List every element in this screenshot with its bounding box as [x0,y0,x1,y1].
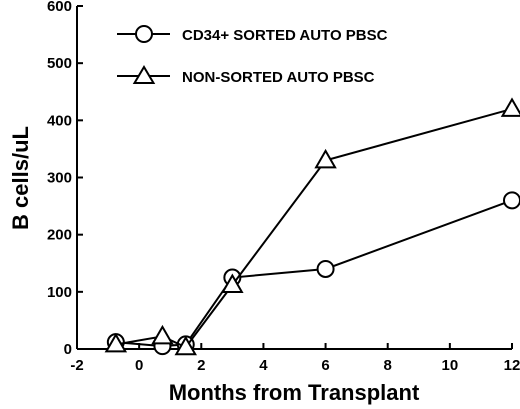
x-tick-label: 8 [384,357,392,374]
y-tick-label: 400 [47,112,72,129]
data-point-triangle [221,273,244,293]
x-tick-label: 12 [504,357,520,374]
y-tick-label: 0 [64,341,72,358]
series-non-sorted [104,97,520,356]
data-point-triangle [314,148,337,169]
legend-marker-circle [135,25,153,43]
y-tick-label: 600 [47,0,72,15]
data-point-circle [503,191,520,210]
y-tick-label: 300 [47,170,72,187]
data-point-triangle [151,324,174,345]
x-axis-title: Months from Transplant [169,380,420,405]
legend-label-cd34: CD34+ SORTED AUTO PBSC [182,27,388,44]
series-cd34-sorted [106,191,520,356]
series-line [115,107,513,349]
y-tick-label: 500 [47,55,72,72]
data-point-circle [316,259,335,278]
y-tick-label: 200 [47,227,72,244]
x-tick-label: 10 [442,357,459,374]
y-axis-title: B cells/uL [8,126,33,230]
x-tick-label: -2 [70,357,83,374]
data-point-triangle [174,335,197,356]
series-layer [104,97,520,356]
legend-marker-triangle [132,65,156,84]
legend-label-nonsorted: NON-SORTED AUTO PBSC [182,69,375,86]
series-line [115,199,513,348]
axes [76,6,512,350]
y-tick-label: 100 [47,284,72,301]
x-tick-label: 2 [197,357,205,374]
legend: CD34+ SORTED AUTO PBSC NON-SORTED AUTO P… [117,25,388,86]
data-point-triangle [104,332,128,353]
x-tick-label: 6 [321,357,329,374]
x-tick-label: 0 [135,357,143,374]
x-tick-label: 4 [259,357,268,374]
data-point-triangle [500,97,520,117]
